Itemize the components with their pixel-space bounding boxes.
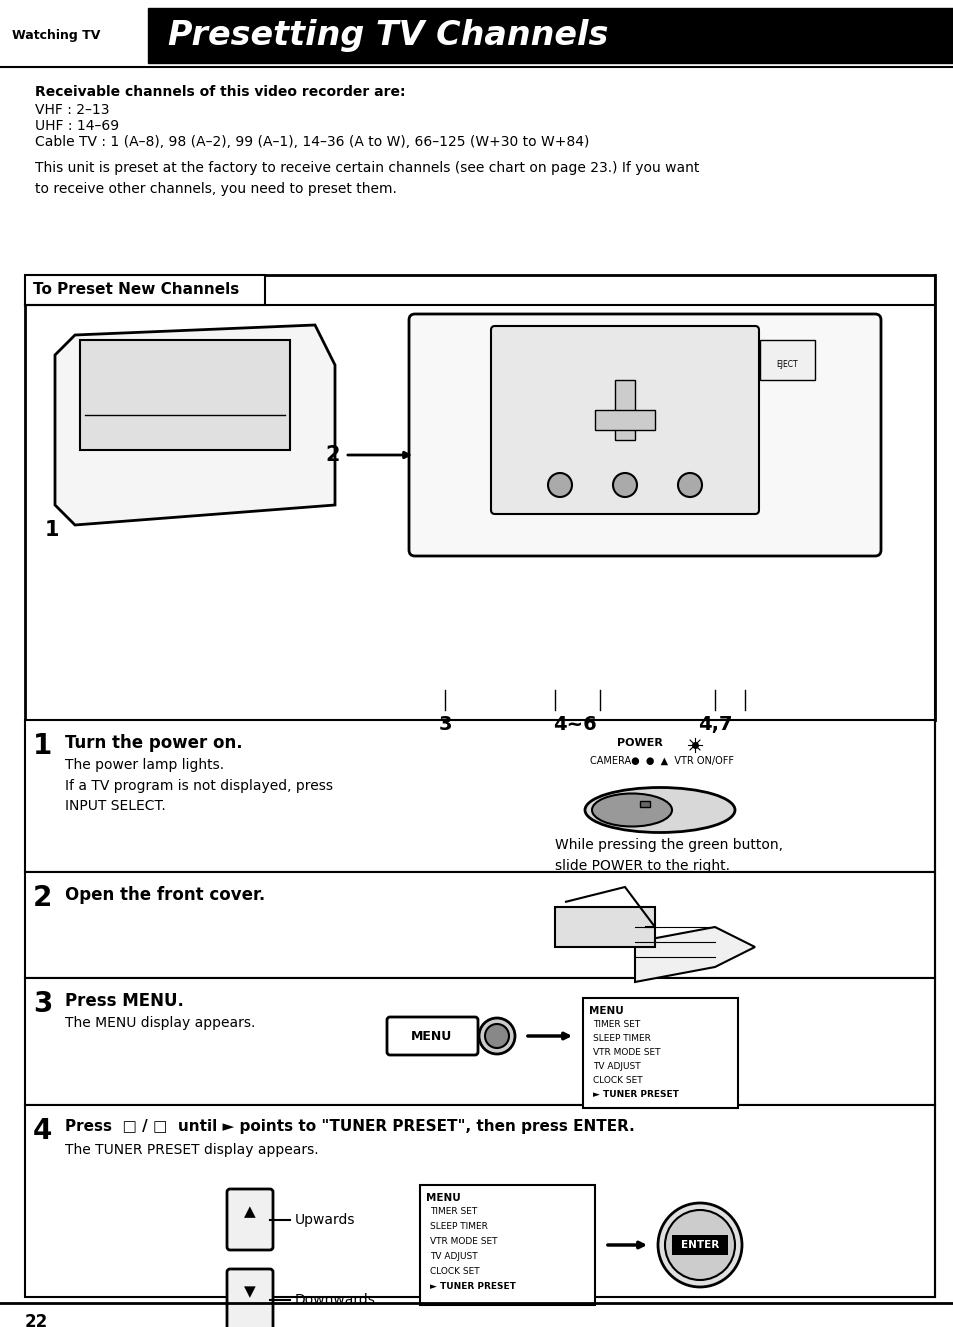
Text: 2: 2 — [33, 884, 52, 912]
Text: ► TUNER PRESET: ► TUNER PRESET — [430, 1282, 516, 1291]
Circle shape — [484, 1024, 509, 1048]
Bar — [25, 978, 934, 1105]
Text: Watching TV: Watching TV — [12, 28, 100, 41]
Text: ENTER: ENTER — [680, 1239, 719, 1250]
Text: CAMERA●  ●  ▲  VTR ON/OFF: CAMERA● ● ▲ VTR ON/OFF — [589, 756, 733, 766]
Circle shape — [547, 472, 572, 498]
Text: Press MENU.: Press MENU. — [65, 993, 184, 1010]
Text: VTR MODE SET: VTR MODE SET — [593, 1048, 659, 1058]
Text: POWER: POWER — [617, 738, 662, 748]
Ellipse shape — [584, 787, 734, 832]
Bar — [760, 340, 814, 380]
Circle shape — [678, 472, 701, 498]
Text: Open the front cover.: Open the front cover. — [65, 886, 265, 904]
Text: Upwards: Upwards — [294, 1213, 355, 1227]
Text: 3: 3 — [33, 990, 52, 1018]
Ellipse shape — [592, 794, 671, 827]
Text: TV ADJUST: TV ADJUST — [593, 1062, 640, 1071]
Text: EJECT: EJECT — [776, 360, 797, 369]
FancyBboxPatch shape — [227, 1269, 273, 1327]
Bar — [555, 906, 655, 947]
Text: 22: 22 — [25, 1312, 49, 1327]
Text: ▲: ▲ — [244, 1205, 255, 1220]
Bar — [615, 380, 635, 441]
Text: The MENU display appears.: The MENU display appears. — [65, 1016, 255, 1030]
Text: TIMER SET: TIMER SET — [430, 1208, 476, 1216]
FancyBboxPatch shape — [227, 1189, 273, 1250]
Text: The power lamp lights.
If a TV program is not displayed, press
INPUT SELECT.: The power lamp lights. If a TV program i… — [65, 758, 333, 813]
Bar — [582, 998, 738, 1108]
Text: Cable TV : 1 (A–8), 98 (A–2), 99 (A–1), 14–36 (A to W), 66–125 (W+30 to W+84): Cable TV : 1 (A–8), 98 (A–2), 99 (A–1), … — [35, 135, 589, 149]
Text: VTR MODE SET: VTR MODE SET — [430, 1237, 497, 1246]
FancyBboxPatch shape — [409, 314, 880, 556]
Text: While pressing the green button,
slide POWER to the right.: While pressing the green button, slide P… — [555, 837, 782, 873]
Polygon shape — [635, 928, 754, 982]
Text: TV ADJUST: TV ADJUST — [430, 1251, 477, 1261]
Text: This unit is preset at the factory to receive certain channels (see chart on pag: This unit is preset at the factory to re… — [35, 161, 699, 195]
Bar — [639, 802, 649, 807]
Text: 2: 2 — [325, 445, 339, 464]
Circle shape — [664, 1210, 734, 1281]
Text: 3: 3 — [437, 715, 452, 734]
Text: Downwards: Downwards — [294, 1292, 375, 1307]
Circle shape — [613, 472, 637, 498]
Bar — [595, 410, 655, 430]
Text: To Preset New Channels: To Preset New Channels — [33, 283, 239, 297]
Bar — [419, 1185, 595, 1304]
Text: MENU: MENU — [426, 1193, 460, 1204]
Text: Presetting TV Channels: Presetting TV Channels — [168, 19, 608, 52]
Text: MENU: MENU — [411, 1030, 452, 1043]
Text: ► TUNER PRESET: ► TUNER PRESET — [593, 1089, 679, 1099]
Text: 1: 1 — [33, 733, 52, 760]
Bar — [25, 721, 934, 872]
Circle shape — [658, 1204, 741, 1287]
Bar — [25, 275, 934, 721]
Bar — [25, 1105, 934, 1296]
Text: SLEEP TIMER: SLEEP TIMER — [593, 1034, 650, 1043]
Text: 4,7: 4,7 — [697, 715, 732, 734]
Bar — [671, 1235, 727, 1255]
Text: UHF : 14–69: UHF : 14–69 — [35, 119, 119, 133]
Text: 4: 4 — [33, 1117, 52, 1145]
Text: MENU: MENU — [588, 1006, 623, 1016]
Text: TIMER SET: TIMER SET — [593, 1020, 639, 1028]
FancyBboxPatch shape — [491, 326, 759, 514]
Text: Receivable channels of this video recorder are:: Receivable channels of this video record… — [35, 85, 405, 100]
Text: Press  □ / □  until ► points to "TUNER PRESET", then press ENTER.: Press □ / □ until ► points to "TUNER PRE… — [65, 1119, 634, 1135]
Text: VHF : 2–13: VHF : 2–13 — [35, 104, 110, 117]
Text: Turn the power on.: Turn the power on. — [65, 734, 242, 752]
Polygon shape — [55, 325, 335, 525]
Circle shape — [478, 1018, 515, 1054]
Text: ▼: ▼ — [244, 1285, 255, 1299]
Text: 1: 1 — [45, 520, 59, 540]
Bar — [80, 340, 290, 450]
Text: SLEEP TIMER: SLEEP TIMER — [430, 1222, 487, 1231]
Bar — [25, 872, 934, 978]
FancyBboxPatch shape — [387, 1016, 477, 1055]
Text: CLOCK SET: CLOCK SET — [430, 1267, 479, 1277]
Text: The TUNER PRESET display appears.: The TUNER PRESET display appears. — [65, 1143, 318, 1157]
Bar — [148, 8, 953, 62]
Text: 4~6: 4~6 — [553, 715, 597, 734]
Text: CLOCK SET: CLOCK SET — [593, 1076, 642, 1085]
Bar — [25, 275, 265, 305]
